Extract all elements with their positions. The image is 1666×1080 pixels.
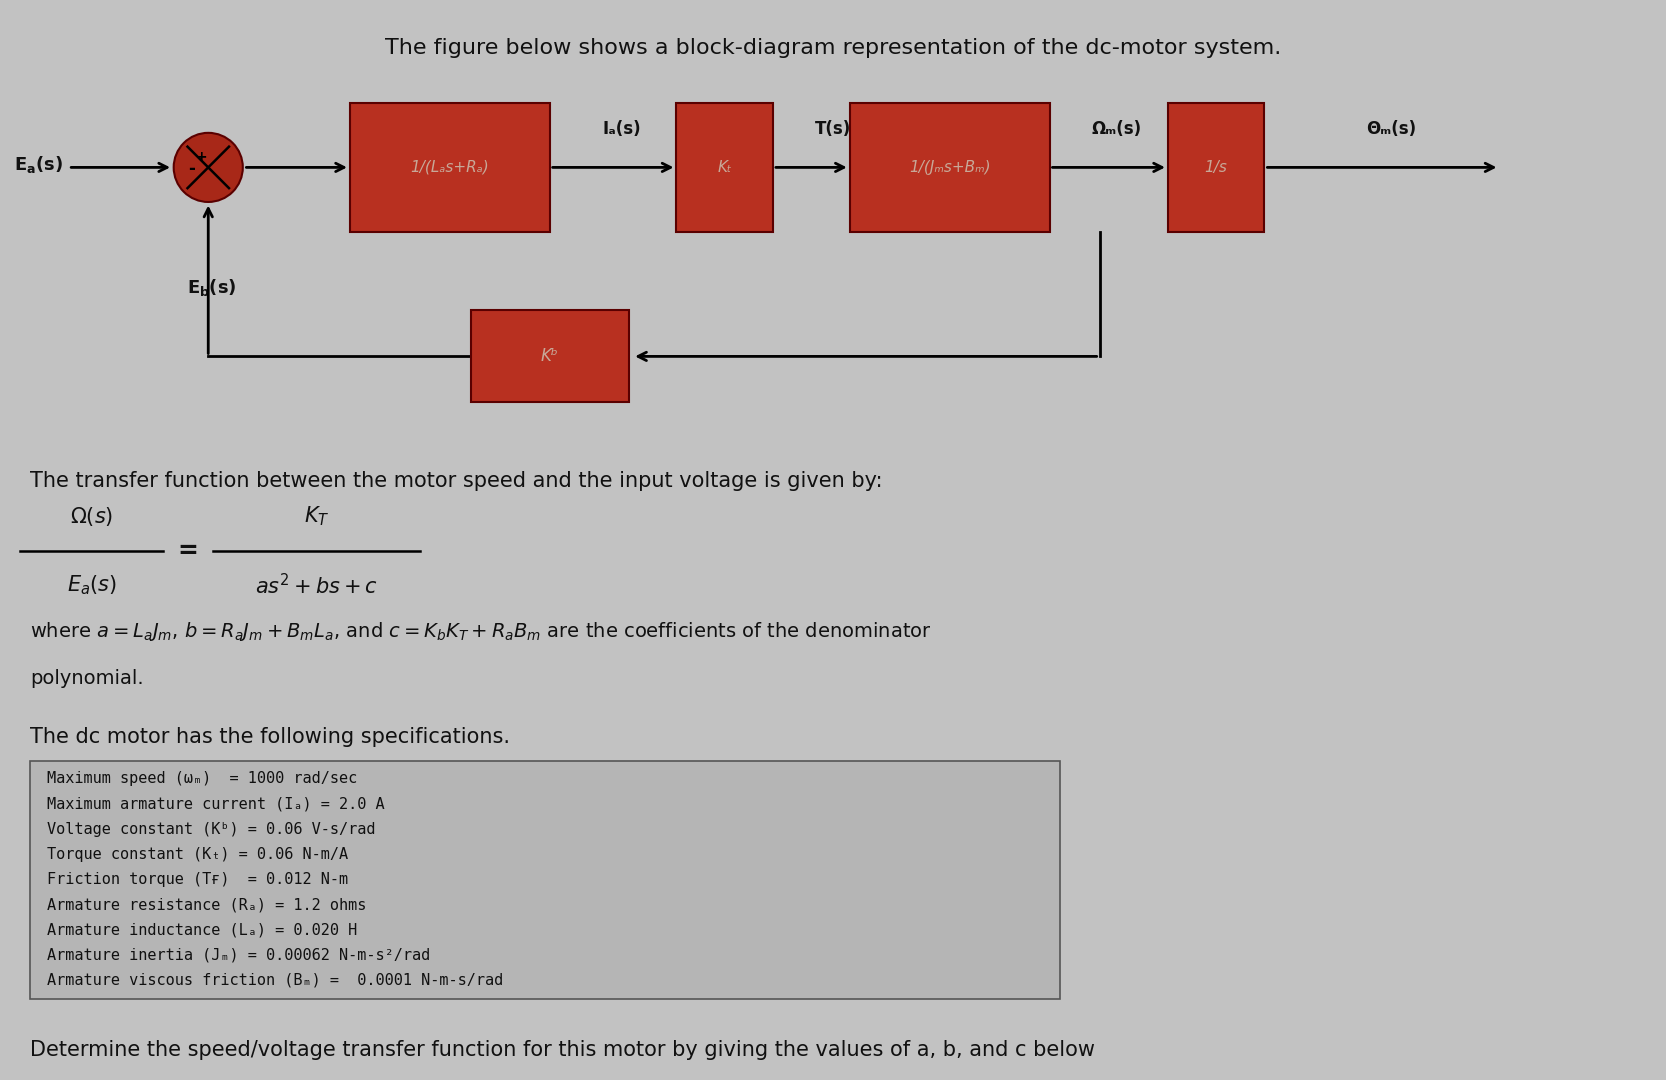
Text: T(s): T(s) [815,120,851,138]
Text: where $a = L_aJ_m$, $b = R_aJ_m + B_mL_a$, and $c = K_bK_T + R_aB_m$ are the coe: where $a = L_aJ_m$, $b = R_aJ_m + B_mL_a… [30,620,931,644]
Text: $\bf{E_a(s)}$: $\bf{E_a(s)}$ [13,153,63,175]
Text: Θₘ(s): Θₘ(s) [1366,120,1416,138]
Text: The dc motor has the following specifications.: The dc motor has the following specifica… [30,727,510,746]
Text: Torque constant (Kₜ) = 0.06 N-m/A: Torque constant (Kₜ) = 0.06 N-m/A [47,847,348,862]
Bar [850,103,1050,232]
Bar [1168,103,1264,232]
Text: 1/(Lₐs+Rₐ): 1/(Lₐs+Rₐ) [410,160,490,175]
Text: Maximum speed (ωₘ)  = 1000 rad/sec: Maximum speed (ωₘ) = 1000 rad/sec [47,771,357,786]
Circle shape [173,133,243,202]
Text: 1/s: 1/s [1205,160,1228,175]
Text: Armature viscous friction (Bₘ) =  0.0001 N-m-s/rad: Armature viscous friction (Bₘ) = 0.0001 … [47,973,503,988]
Text: 1/(Jₘs+Bₘ): 1/(Jₘs+Bₘ) [910,160,990,175]
Text: =: = [178,539,198,563]
Text: Maximum armature current (Iₐ) = 2.0 A: Maximum armature current (Iₐ) = 2.0 A [47,796,385,811]
Text: Determine the speed/voltage transfer function for this motor by giving the value: Determine the speed/voltage transfer fun… [30,1040,1095,1059]
Text: The figure below shows a block-diagram representation of the dc-motor system.: The figure below shows a block-diagram r… [385,38,1281,57]
Text: Voltage constant (Kᵇ) = 0.06 V-s/rad: Voltage constant (Kᵇ) = 0.06 V-s/rad [47,822,375,837]
Text: Armature resistance (Rₐ) = 1.2 ohms: Armature resistance (Rₐ) = 1.2 ohms [47,897,367,913]
Text: polynomial.: polynomial. [30,669,143,688]
Bar [350,103,550,232]
Text: -: - [188,161,195,178]
Text: Armature inertia (Jₘ) = 0.00062 N-m-s²/rad: Armature inertia (Jₘ) = 0.00062 N-m-s²/r… [47,947,430,962]
Text: Armature inductance (Lₐ) = 0.020 H: Armature inductance (Lₐ) = 0.020 H [47,922,357,937]
Text: Ωₘ(s): Ωₘ(s) [1091,120,1141,138]
Text: +: + [195,150,207,164]
Text: Friction torque (Tғ)  = 0.012 N-m: Friction torque (Tғ) = 0.012 N-m [47,872,348,887]
Text: $\bf{E_b(s)}$: $\bf{E_b(s)}$ [187,276,237,298]
Text: The transfer function between the motor speed and the input voltage is given by:: The transfer function between the motor … [30,471,883,490]
Bar [676,103,773,232]
Text: Kₜ: Kₜ [718,160,731,175]
Bar [471,311,628,402]
Text: $K_T$: $K_T$ [303,504,330,528]
Text: $as^2+bs+c$: $as^2+bs+c$ [255,572,378,598]
Text: $E_a(s)$: $E_a(s)$ [67,573,117,597]
Text: Kᵇ: Kᵇ [541,348,558,365]
Text: $\Omega(s)$: $\Omega(s)$ [70,504,113,528]
Bar [30,761,1060,999]
Text: Iₐ(s): Iₐ(s) [601,120,641,138]
